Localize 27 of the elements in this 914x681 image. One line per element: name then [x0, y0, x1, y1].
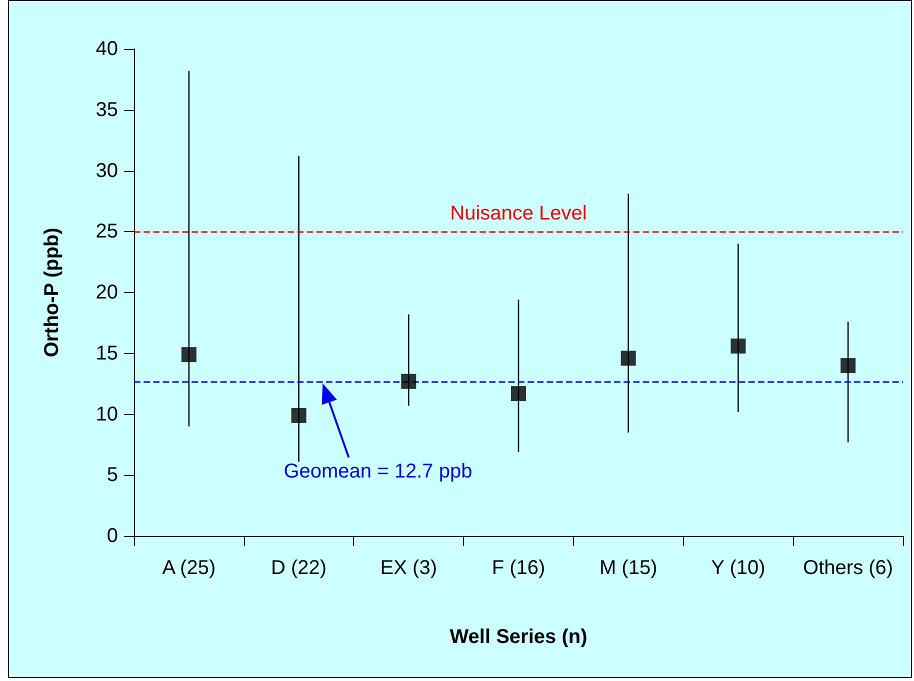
y-tick-label: 35: [96, 98, 118, 121]
ref-line-label: Nuisance Level: [450, 202, 587, 225]
x-tick-label: A (25): [162, 557, 216, 579]
y-tick-label: 15: [96, 342, 118, 364]
y-tick-label: 0: [106, 525, 118, 547]
x-tick-label: Y (10): [711, 557, 766, 579]
y-tick-label: 40: [96, 38, 118, 60]
y-tick-label: 5: [106, 464, 118, 486]
x-tick-label: Others (6): [803, 557, 894, 579]
y-tick-label: 30: [96, 160, 118, 182]
point: [730, 338, 746, 354]
ref-line-label: Geomean = 12.7 ppb: [284, 460, 472, 482]
x-tick-label: EX (3): [380, 557, 437, 579]
x-axis-title: Well Series (n): [450, 626, 588, 648]
point: [620, 350, 636, 366]
point: [181, 347, 196, 362]
y-tick-label: 25: [96, 220, 118, 243]
y-axis-title: Ortho-P (ppb): [41, 228, 63, 358]
point: [511, 386, 526, 402]
point: [291, 408, 306, 423]
x-tick-label: D (22): [270, 557, 327, 579]
point: [840, 358, 856, 374]
x-tick-label: M (15): [599, 557, 658, 579]
point: [401, 374, 416, 389]
x-tick-label: F (16): [492, 557, 546, 579]
y-tick-label: 20: [96, 282, 118, 304]
y-tick-label: 10: [96, 403, 118, 426]
